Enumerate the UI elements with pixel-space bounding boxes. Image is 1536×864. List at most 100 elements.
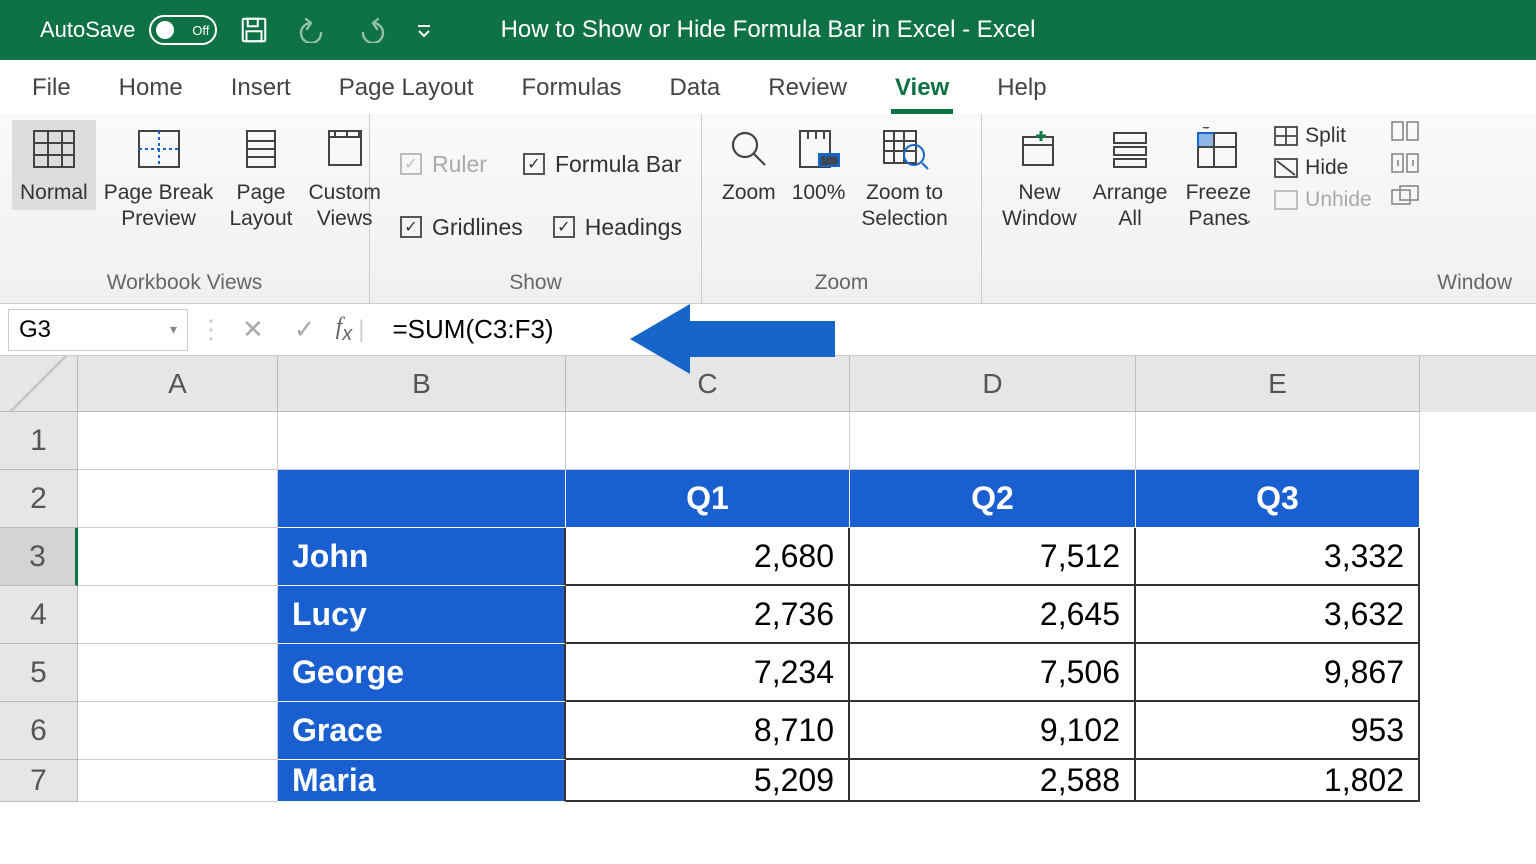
tab-home[interactable]: Home (95, 64, 207, 114)
cell[interactable]: 2,680 (566, 528, 850, 586)
cell[interactable]: 9,867 (1136, 644, 1420, 702)
cell[interactable]: 3,332 (1136, 528, 1420, 586)
cell[interactable]: 953 (1136, 702, 1420, 760)
row-header[interactable]: 7 (0, 760, 78, 802)
cell[interactable]: George (278, 644, 566, 702)
cell[interactable]: 8,710 (566, 702, 850, 760)
tab-data[interactable]: Data (646, 64, 745, 114)
cell[interactable]: 2,645 (850, 586, 1136, 644)
save-icon[interactable] (239, 15, 269, 45)
cell[interactable]: 5,209 (566, 760, 850, 802)
row-header[interactable]: 1 (0, 412, 78, 470)
autosave-toggle[interactable]: Off (149, 15, 217, 45)
cell[interactable] (1136, 412, 1420, 470)
cell[interactable]: Lucy (278, 586, 566, 644)
title-bar: AutoSave Off How to Show or Hide Formula… (0, 0, 1536, 60)
fx-icon[interactable]: fx (336, 314, 353, 346)
split-button[interactable]: Split (1273, 124, 1372, 148)
unhide-button: Unhide (1273, 188, 1372, 212)
freeze-panes-button[interactable]: *Freeze Panes⌄ (1175, 120, 1261, 232)
ribbon-tabs: FileHomeInsertPage LayoutFormulasDataRev… (0, 60, 1536, 114)
cell[interactable] (78, 702, 278, 760)
normal-button[interactable]: Normal (12, 120, 96, 210)
zoom-100-button[interactable]: 100100% (784, 120, 854, 210)
cell[interactable] (78, 412, 278, 470)
column-header[interactable]: B (278, 356, 566, 412)
cell[interactable]: 1,802 (1136, 760, 1420, 802)
formula-input[interactable]: =SUM(C3:F3) (393, 314, 554, 345)
arrow-annotation (630, 299, 840, 379)
page-button[interactable]: Page Layout (221, 120, 300, 237)
group-label: Workbook Views (12, 271, 357, 299)
tab-page-layout[interactable]: Page Layout (315, 64, 498, 114)
row-header[interactable]: 4 (0, 586, 78, 644)
cell[interactable]: 9,102 (850, 702, 1136, 760)
name-box[interactable]: G3 ▾ (8, 309, 188, 351)
cell[interactable] (278, 412, 566, 470)
cell[interactable] (78, 528, 278, 586)
tab-insert[interactable]: Insert (207, 64, 315, 114)
cell[interactable]: Q2 (850, 470, 1136, 528)
redo-icon[interactable] (353, 17, 393, 43)
row-header[interactable]: 2 (0, 470, 78, 528)
page break-button[interactable]: Page Break Preview (96, 120, 222, 237)
view-side-icon[interactable] (1390, 120, 1420, 142)
cancel-icon[interactable]: ✕ (242, 314, 264, 345)
cell[interactable] (566, 412, 850, 470)
spreadsheet-grid[interactable]: ABCDE 12Q1Q2Q33John2,6807,5123,3324Lucy2… (0, 356, 1536, 802)
row-header[interactable]: 6 (0, 702, 78, 760)
group-workbook-views: NormalPage Break PreviewPage LayoutCusto… (0, 114, 370, 303)
cell[interactable]: Q3 (1136, 470, 1420, 528)
group-zoom: Zoom 100100% Zoom to Selection Zoom (702, 114, 982, 303)
tab-file[interactable]: File (8, 64, 95, 114)
cell[interactable]: Q1 (566, 470, 850, 528)
checkbox-formula-bar[interactable]: ✓Formula Bar (523, 151, 682, 178)
ribbon: NormalPage Break PreviewPage LayoutCusto… (0, 114, 1536, 304)
column-header[interactable]: D (850, 356, 1136, 412)
cell[interactable]: 7,512 (850, 528, 1136, 586)
column-header[interactable]: E (1136, 356, 1420, 412)
reset-pos-icon[interactable] (1390, 184, 1420, 206)
cell[interactable] (278, 470, 566, 528)
tab-review[interactable]: Review (744, 64, 871, 114)
autosave-control[interactable]: AutoSave Off (40, 15, 217, 45)
cell[interactable]: 3,632 (1136, 586, 1420, 644)
row-header[interactable]: 3 (0, 528, 78, 586)
cell[interactable]: 7,234 (566, 644, 850, 702)
cell[interactable]: John (278, 528, 566, 586)
autosave-label: AutoSave (40, 17, 135, 43)
sync-scroll-icon[interactable] (1390, 152, 1420, 174)
undo-icon[interactable] (291, 17, 331, 43)
zoom-selection-button[interactable]: Zoom to Selection (853, 120, 955, 237)
arrange-all-button[interactable]: Arrange All (1085, 120, 1176, 237)
select-all-corner[interactable] (0, 356, 78, 412)
hide-button[interactable]: Hide (1273, 156, 1372, 180)
cell[interactable] (850, 412, 1136, 470)
checkbox-ruler: ✓Ruler (400, 151, 487, 178)
zoom-button[interactable]: Zoom (714, 120, 784, 210)
tab-view[interactable]: View (871, 64, 973, 114)
tab-help[interactable]: Help (973, 64, 1070, 114)
cell[interactable] (78, 586, 278, 644)
column-header[interactable]: A (78, 356, 278, 412)
cell[interactable] (78, 644, 278, 702)
enter-icon[interactable]: ✓ (294, 314, 316, 345)
group-label: Show (382, 271, 689, 299)
cell[interactable]: 7,506 (850, 644, 1136, 702)
checkbox-gridlines[interactable]: ✓Gridlines (400, 214, 523, 241)
group-window: New Window Arrange All *Freeze Panes⌄ Sp… (982, 114, 1536, 303)
cell[interactable]: 2,736 (566, 586, 850, 644)
tab-formulas[interactable]: Formulas (498, 64, 646, 114)
cell[interactable]: Maria (278, 760, 566, 802)
svg-text:*: * (1203, 127, 1209, 137)
cell[interactable]: Grace (278, 702, 566, 760)
cell[interactable] (78, 760, 278, 802)
new-window-button[interactable]: New Window (994, 120, 1085, 237)
row-header[interactable]: 5 (0, 644, 78, 702)
checkbox-headings[interactable]: ✓Headings (553, 214, 682, 241)
group-show: ✓Ruler ✓Formula Bar ✓Gridlines ✓Headings… (370, 114, 702, 303)
dropdown-icon[interactable]: ▾ (170, 321, 177, 338)
cell[interactable]: 2,588 (850, 760, 1136, 802)
qat-dropdown-icon[interactable] (415, 21, 433, 39)
cell[interactable] (78, 470, 278, 528)
